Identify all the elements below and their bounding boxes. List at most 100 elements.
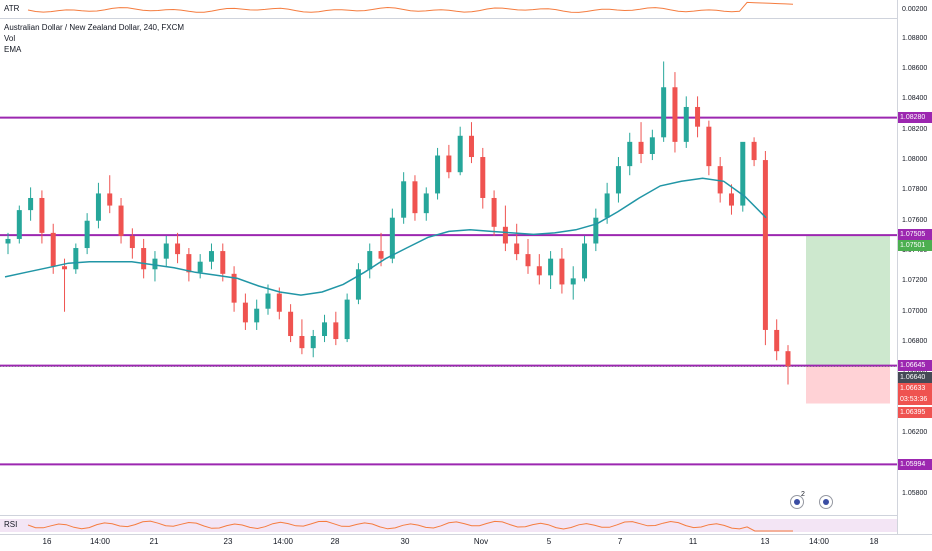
price-axis[interactable]: 0.00200 1.08800 1.08600 1.08400 1.08200 1.08… xyxy=(897,0,932,534)
candle-body xyxy=(683,106,689,142)
candle-body xyxy=(423,193,429,214)
event-count: 2 xyxy=(801,491,805,498)
candle-body xyxy=(751,141,757,161)
price-tick-label: 1.06200 xyxy=(902,429,928,437)
candle-body xyxy=(446,155,452,173)
candle-body xyxy=(774,329,780,352)
candle-body xyxy=(220,251,226,274)
candle-body xyxy=(129,235,135,249)
candle-body xyxy=(502,226,508,244)
candle-body xyxy=(582,243,588,279)
candle-body xyxy=(16,210,22,239)
candle-body xyxy=(95,193,101,221)
price-tick-label: 1.07600 xyxy=(902,216,928,224)
candle-body xyxy=(491,197,497,227)
candle-body xyxy=(378,251,384,259)
candle-body xyxy=(740,141,746,206)
atr-pane[interactable]: ATR xyxy=(0,0,897,19)
time-tick-label: 18 xyxy=(869,537,879,546)
candle-body xyxy=(197,261,203,273)
candle-body xyxy=(536,266,542,276)
event-marker-icon[interactable] xyxy=(819,495,833,509)
candle-body xyxy=(152,258,158,270)
candle-body xyxy=(39,197,45,233)
price-tag: 1.06633 xyxy=(898,382,932,394)
ema-indicator-label[interactable]: EMA xyxy=(4,45,22,54)
candle-body xyxy=(435,155,441,194)
candle-body xyxy=(615,166,621,194)
price-tick-label: 1.08000 xyxy=(902,156,928,164)
candle-body xyxy=(118,205,124,236)
price-tick-label: 1.07000 xyxy=(902,307,928,315)
price-tag: 1.06640 xyxy=(898,371,932,383)
candle-body xyxy=(163,243,169,259)
candle-body xyxy=(5,238,11,244)
price-chart[interactable] xyxy=(0,19,897,515)
candle-body xyxy=(627,141,633,167)
candle-body xyxy=(706,126,712,167)
candle-body xyxy=(242,302,248,323)
rsi-series xyxy=(27,520,793,532)
time-tick-label: 23 xyxy=(223,537,233,546)
price-tick-label: 1.05800 xyxy=(902,489,928,497)
candle-body xyxy=(367,251,373,270)
candle-body xyxy=(480,157,486,198)
candle-body xyxy=(231,273,237,303)
rsi-band xyxy=(0,519,897,532)
time-tick-label: 30 xyxy=(400,537,410,546)
price-tag: 03:53:36 xyxy=(898,393,932,405)
candle-body xyxy=(728,193,734,206)
candle-body xyxy=(355,269,361,300)
candle-body xyxy=(593,217,599,244)
candle-body xyxy=(73,248,79,270)
candle-body xyxy=(525,254,531,267)
price-tick-label: 1.06800 xyxy=(902,338,928,346)
price-tag: 1.06395 xyxy=(898,407,932,418)
candle-body xyxy=(389,217,395,259)
atr-label: ATR xyxy=(4,4,20,13)
candle-body xyxy=(559,258,565,285)
price-tag: 1.06645 xyxy=(898,360,932,372)
candle-body xyxy=(412,181,418,214)
atr-line xyxy=(27,1,794,13)
candle-body xyxy=(141,248,147,270)
main-chart-pane[interactable]: Australian Dollar / New Zealand Dollar, … xyxy=(0,19,897,515)
candle-body xyxy=(62,266,68,270)
time-tick-label: 16 xyxy=(42,537,52,546)
candle-body xyxy=(276,293,282,312)
price-tick-label: 1.08400 xyxy=(902,95,928,103)
candle-body xyxy=(468,135,474,158)
candle-body xyxy=(638,141,644,154)
candle-body xyxy=(661,87,667,138)
chart-title[interactable]: Australian Dollar / New Zealand Dollar, … xyxy=(4,23,185,32)
rsi-line xyxy=(0,519,897,532)
candle-body xyxy=(695,106,701,127)
price-tag: 1.07505 xyxy=(898,228,932,240)
time-tick-label: 14:00 xyxy=(89,537,111,546)
time-tick-label: 7 xyxy=(617,537,623,546)
time-axis[interactable]: 16 14:00 21 23 14:00 28 30 Nov 5 7 11 13 14:00 18 xyxy=(0,534,932,551)
event-marker-icon[interactable] xyxy=(790,495,804,509)
candle-body xyxy=(570,278,576,285)
vol-indicator-label[interactable]: Vol xyxy=(4,34,16,43)
candle-body xyxy=(604,193,610,218)
candle-body xyxy=(254,308,260,323)
time-tick-label: 14:00 xyxy=(808,537,830,546)
atr-series xyxy=(27,1,794,13)
candle-body xyxy=(28,197,34,211)
time-tick-label: 11 xyxy=(688,537,698,546)
candle-body xyxy=(457,135,463,173)
rsi-pane[interactable]: RSI xyxy=(0,515,897,535)
candle-body xyxy=(514,243,520,255)
candle-body xyxy=(762,160,768,330)
price-tick-label: 1.08800 xyxy=(902,34,928,42)
candle-body xyxy=(186,254,192,273)
price-tag: 1.08280 xyxy=(898,112,932,124)
candle-body xyxy=(50,232,56,267)
rsi-label: RSI xyxy=(4,520,18,529)
candle-body xyxy=(322,322,328,337)
candle-body xyxy=(84,220,90,249)
time-tick-label: Nov xyxy=(473,537,489,546)
candle-body xyxy=(265,293,271,309)
ema-line xyxy=(4,177,767,296)
